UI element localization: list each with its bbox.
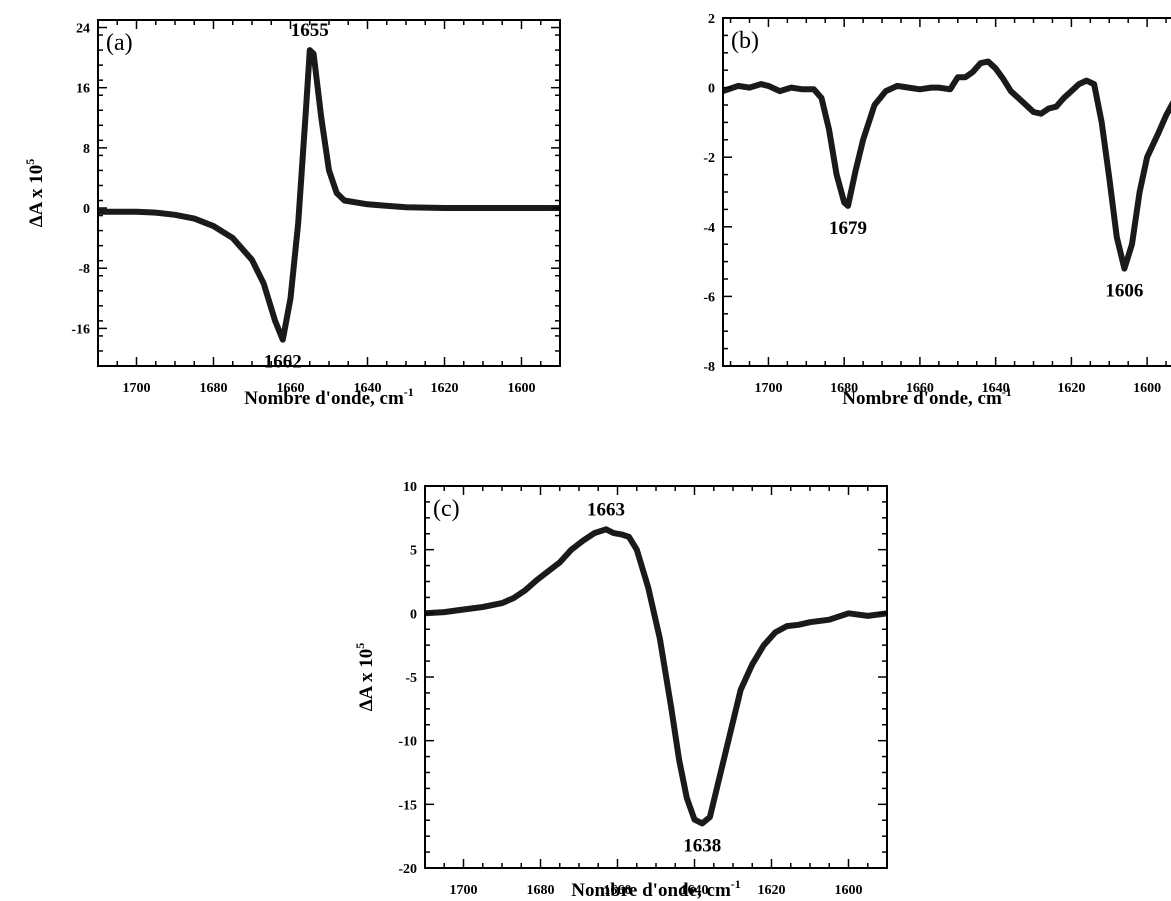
y-tick-label: -15 [398,798,417,813]
y-axis-title: ΔA x 105 [353,643,377,712]
panel-label: (b) [731,28,759,54]
plot-frame [97,19,561,367]
x-tick-label: 1620 [758,883,786,898]
x-axis-title: Nombre d'onde, cm-1 [571,877,741,901]
x-axis-title: Nombre d'onde, cm-1 [244,385,414,409]
y-tick-label: -6 [703,290,715,305]
series-line [98,47,560,343]
series-line [425,526,887,827]
y-tick-label: 24 [76,22,90,37]
x-tick-label: 1660 [604,883,632,898]
y-tick-label: 5 [410,544,417,559]
y-tick-label: -20 [398,862,417,877]
y-tick-label: 8 [83,142,90,157]
x-tick-label: 1680 [200,381,228,396]
peak-annotation: 1655 [291,20,329,41]
x-tick-label: 1700 [450,883,478,898]
y-tick-label: -8 [703,360,715,375]
x-tick-label: 1640 [681,883,709,898]
series-line [723,58,1171,272]
x-tick-label: 1600 [1133,381,1161,396]
y-tick-label: -16 [71,322,90,337]
peak-annotation: 1679 [829,218,867,239]
y-tick-label: -2 [703,151,715,166]
y-tick-label: -8 [78,262,90,277]
y-tick-label: 0 [83,202,90,217]
x-tick-label: 1620 [431,381,459,396]
x-tick-label: 1600 [835,883,863,898]
x-tick-label: 1660 [906,381,934,396]
x-tick-label: 1640 [982,381,1010,396]
panel-a: 1700 1680 1660 1640 1620 1600 -16 -8 0 8 16 24 (a) 16… [23,19,561,409]
peak-annotation: 1638 [683,835,721,856]
y-tick-label: -5 [405,671,417,686]
plot-frame [424,485,888,869]
x-tick-label: 1640 [354,381,382,396]
peak-annotation: 1663 [587,499,625,520]
x-tick-label: 1680 [527,883,555,898]
y-tick-label: 10 [403,480,417,495]
peak-annotation: 1606 [1105,281,1143,302]
x-axis-title: Nombre d'onde, cm-1 [842,385,1012,409]
peak-annotation: 1662 [264,352,302,373]
panel-c: 1700 1680 1660 1640 1620 1600 -20 -15 -10 -5 0 5 10 (… [353,480,888,901]
panel-label: (a) [106,30,133,56]
x-tick-label: 1620 [1057,381,1085,396]
y-tick-label: 2 [708,12,715,27]
y-tick-label: 0 [708,82,715,97]
x-tick-label: 1660 [277,381,305,396]
x-tick-label: 1700 [754,381,782,396]
y-tick-label: -4 [703,221,715,236]
y-axis-title: ΔA x 105 [23,159,47,228]
panel-label: (c) [433,496,460,522]
y-tick-label: 0 [410,607,417,622]
x-tick-label: 1680 [830,381,858,396]
y-tick-label: -10 [398,735,417,750]
panel-b: 1700 1680 1660 1640 1620 1600 -8 -6 -4 -2 0 2 (b) 167… [703,12,1171,409]
x-tick-label: 1700 [123,381,151,396]
y-tick-label: 16 [76,82,90,97]
x-tick-label: 1600 [508,381,536,396]
plot-frame [722,17,1171,367]
